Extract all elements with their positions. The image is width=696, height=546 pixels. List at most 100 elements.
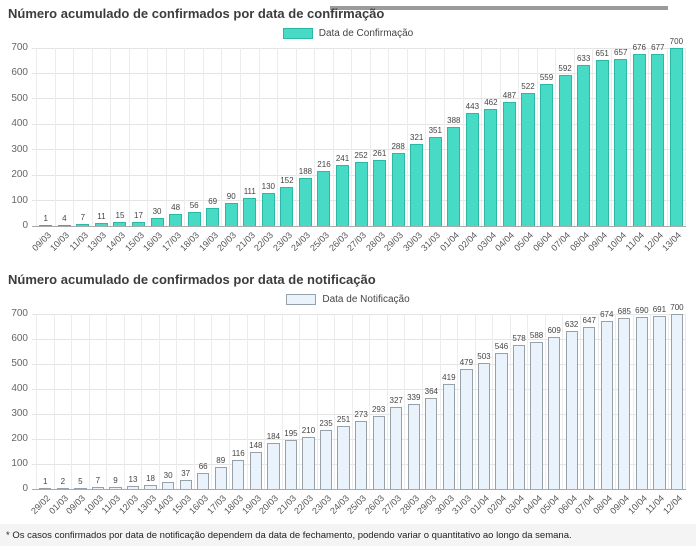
y-tick-label: 300 [11, 408, 28, 419]
bar-value-label: 152 [280, 176, 294, 186]
bar [337, 426, 350, 489]
bar-value-label: 90 [226, 192, 236, 202]
bar [477, 363, 491, 489]
bar-value-label: 522 [521, 82, 535, 92]
bar-slot: 647 07/04 [573, 314, 599, 516]
bar-value-label: 632 [564, 320, 579, 329]
bar-slot: 588 04/04 [521, 314, 546, 516]
legend-label-confirmacao: Data de Confirmação [318, 27, 414, 39]
bar-value-label: 700 [670, 303, 684, 312]
footnote-bar: * Os casos confirmados por data de notif… [0, 524, 696, 546]
bar-value-label: 691 [652, 305, 667, 315]
bar-value-label: 388 [447, 116, 461, 126]
bar-slot: 130 22/03 [252, 48, 279, 253]
y-tick-label: 500 [11, 92, 28, 104]
bar-slot: 364 29/03 [415, 314, 441, 516]
bar-value-label: 677 [651, 42, 665, 52]
bar-value-label: 676 [632, 43, 646, 53]
bar [558, 75, 572, 226]
bar-value-label: 13 [128, 474, 138, 484]
bar [577, 65, 591, 226]
bar-slot: 351 31/03 [419, 48, 446, 253]
bar-value-label: 11 [97, 212, 106, 222]
bar [618, 317, 631, 489]
bar-slot: 691 11/04 [644, 305, 669, 516]
bar-slot: 443 02/04 [456, 48, 483, 253]
bar-value-label: 578 [512, 333, 526, 343]
bar-slot: 677 12/04 [642, 43, 668, 253]
legend-swatch-confirmacao [282, 27, 313, 39]
gridline [32, 313, 686, 315]
bar [280, 187, 294, 226]
bar [442, 384, 455, 489]
bar [670, 314, 684, 489]
bar-slot: 487 04/04 [494, 48, 520, 253]
bar-value-label: 651 [595, 49, 609, 59]
bar-value-label: 18 [146, 473, 155, 483]
bar [317, 171, 331, 226]
bar-slot: 5 09/03 [64, 314, 90, 516]
bar-slot: 241 26/03 [327, 48, 353, 253]
bar [512, 344, 526, 489]
bar-value-label: 7 [80, 213, 86, 223]
bar-value-label: 7 [95, 476, 101, 486]
y-tick-label: 700 [11, 308, 28, 319]
bar-value-label: 30 [152, 207, 162, 217]
bar [224, 203, 238, 226]
bar-slots: 1 29/02 2 01/03 5 09/03 7 10/03 9 11/03 13 12/03 18 1… [29, 303, 687, 516]
y-tick-label: 600 [11, 333, 28, 344]
bar [267, 443, 280, 489]
bar-slot: 546 02/04 [486, 314, 511, 516]
bar [126, 485, 140, 489]
bar [39, 225, 53, 226]
bar-value-label: 5 [78, 476, 83, 486]
bar-value-label: 210 [301, 425, 316, 435]
bar [76, 224, 90, 226]
cropped-ui-strip [330, 6, 668, 10]
bar-slot: 18 13/03 [135, 314, 160, 516]
bar-value-label: 609 [547, 325, 561, 335]
bar [144, 484, 157, 489]
bar [391, 152, 405, 226]
bar [502, 102, 516, 226]
bar-slot: 578 03/04 [503, 314, 529, 516]
bar [91, 487, 105, 489]
bar-slot: 148 19/03 [240, 314, 266, 516]
bar [651, 53, 665, 226]
y-tick-label: 200 [11, 433, 28, 444]
bar-value-label: 321 [410, 133, 424, 143]
bar-slot: 210 22/03 [293, 314, 318, 516]
bar-value-label: 89 [216, 455, 226, 465]
bar-slot: 651 09/04 [586, 48, 612, 253]
bar [161, 481, 175, 489]
bar-slot: 273 25/03 [345, 314, 371, 516]
bar-slot: 252 27/03 [345, 48, 371, 253]
bar [179, 479, 192, 489]
bar [530, 342, 543, 489]
bar-value-label: 216 [317, 160, 331, 170]
bar-value-label: 15 [115, 211, 125, 221]
bar-value-label: 17 [134, 210, 143, 220]
bar-slot: 419 30/03 [433, 314, 459, 516]
bar [669, 48, 683, 226]
y-tick-label: 0 [22, 483, 28, 494]
gridline [32, 413, 686, 415]
gridline [32, 123, 686, 125]
bar [319, 430, 333, 489]
legend-swatch-notificacao [286, 293, 317, 305]
bar-slot: 462 03/04 [475, 48, 501, 253]
bar-value-label: 293 [371, 404, 386, 414]
bar-value-label: 184 [266, 432, 281, 441]
legend-label-notificacao: Data de Notificação [322, 293, 410, 305]
plot-area-notificacao: 0 100 200 300 400 500 600 700 1 29/02 2 01/03 5 09/03… [11, 303, 687, 516]
bar-slot: 30 16/03 [141, 48, 167, 253]
bar-value-label: 657 [614, 47, 628, 57]
bar-value-label: 56 [189, 200, 199, 210]
y-tick-label: 600 [11, 67, 28, 79]
bar-slot: 216 25/03 [308, 48, 334, 253]
bar-slot: 339 28/03 [398, 314, 424, 516]
bar [410, 144, 424, 226]
bar-slot: 592 07/04 [549, 48, 575, 253]
bar [243, 197, 257, 226]
bar [632, 54, 646, 226]
